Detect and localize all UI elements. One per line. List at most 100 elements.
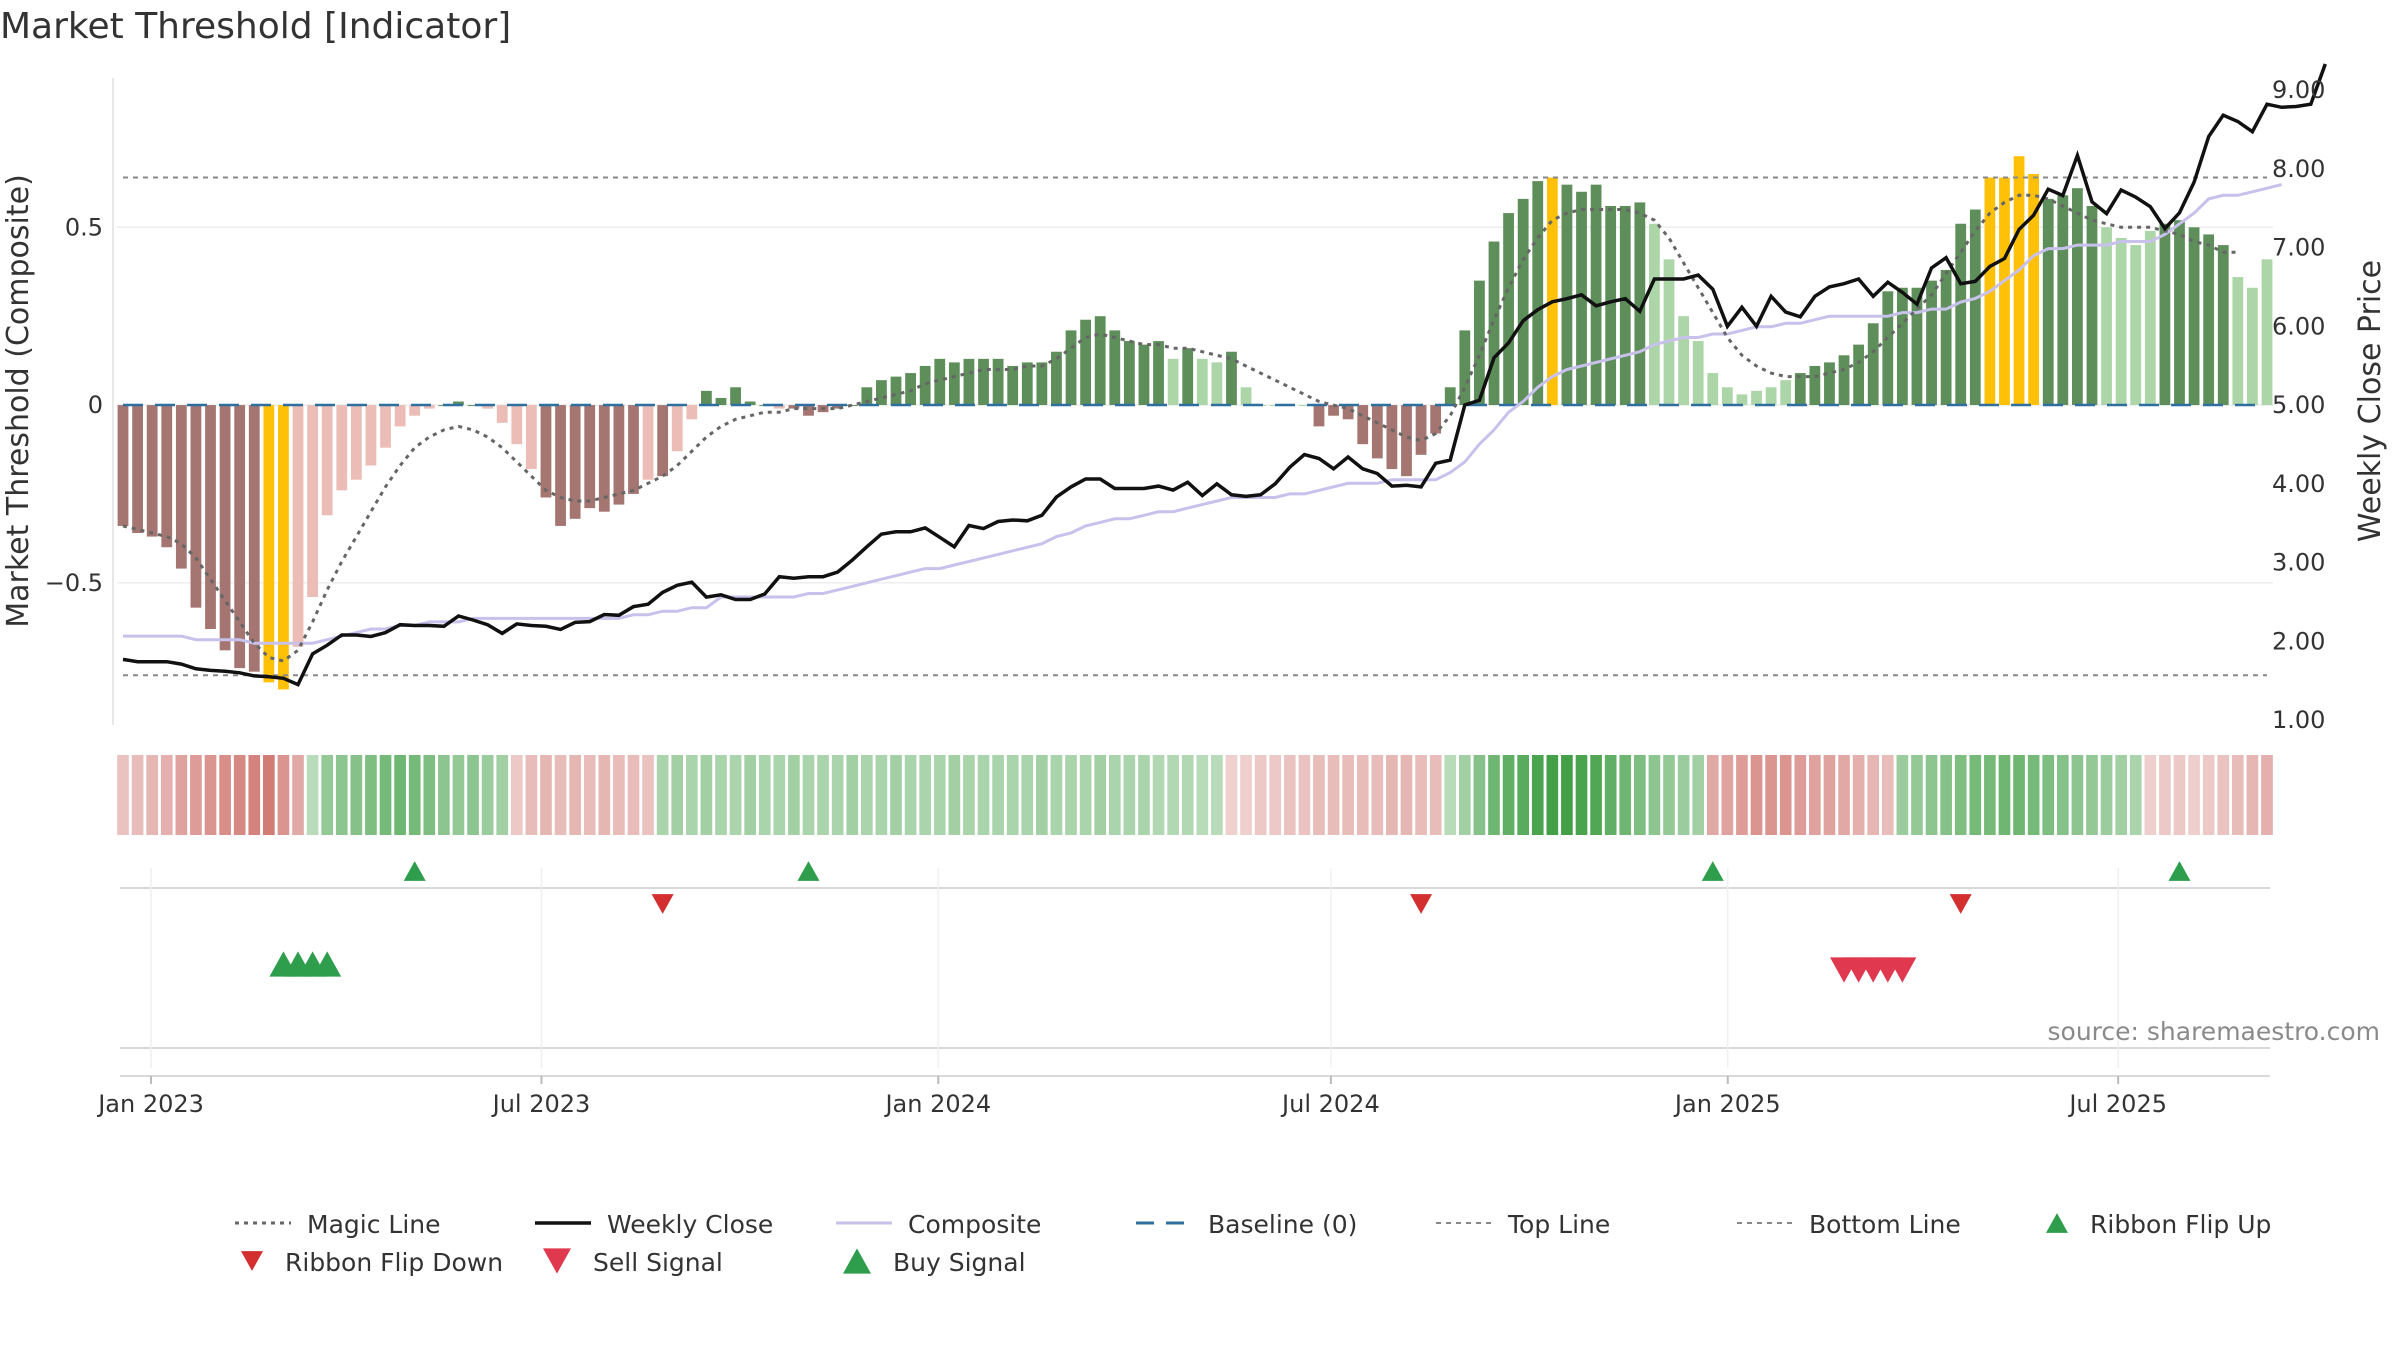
ribbon-cell [1794, 755, 1807, 835]
composite-bar [1561, 184, 1573, 406]
ribbon-cell [1488, 755, 1500, 835]
ribbon-cell [2231, 755, 2244, 835]
composite-bar [1955, 223, 1967, 406]
composite-bar [2261, 259, 2273, 406]
composite-bar [584, 405, 596, 509]
ribbon-cell [554, 755, 567, 835]
composite-bar [2159, 223, 2171, 406]
ribbon-cell [263, 755, 275, 835]
signal-panel [120, 861, 2270, 1077]
ribbon-cell [1181, 755, 1194, 835]
ribbon-cell [1298, 755, 1311, 835]
ribbon-cell [1152, 755, 1165, 835]
ribbon-cell [175, 755, 188, 835]
composite-bar [453, 401, 464, 406]
composite-bar [190, 405, 202, 608]
ribbon-cell [1823, 755, 1836, 835]
composite-bars [117, 156, 2273, 690]
composite-bar [803, 405, 814, 416]
ribbon-cell [423, 755, 436, 835]
composite-bar [628, 405, 639, 494]
sell-signal-marker [1888, 957, 1917, 983]
ribbon-cell [802, 755, 815, 835]
ribbon-cell [1283, 755, 1296, 835]
x-tick-label: Jul 2025 [2067, 1090, 2167, 1118]
composite-bar [482, 405, 494, 409]
composite-bar [1809, 365, 1821, 406]
ribbon-cell [715, 755, 727, 835]
ribbon-cell [379, 755, 392, 835]
ribbon-cell [1254, 755, 1267, 835]
composite-bar [175, 405, 187, 569]
composite-bar [525, 405, 537, 470]
composite-bar [919, 365, 931, 406]
ribbon-flip-up-marker [1701, 861, 1724, 881]
ribbon-cell [510, 755, 523, 835]
ribbon-cell [1736, 755, 1748, 835]
ribbon-cell [1167, 755, 1179, 835]
x-tick-label: Jul 2023 [491, 1090, 591, 1118]
ribbon-cell [773, 755, 786, 835]
composite-bar [2042, 198, 2054, 406]
composite-bar [1663, 259, 1675, 406]
ribbon-cell [831, 755, 844, 835]
ribbon-cell [904, 755, 917, 835]
ribbon-cell [292, 755, 304, 835]
ribbon-cell [1969, 755, 1982, 835]
x-tick-label: Jan 2023 [96, 1090, 204, 1118]
ribbon-cell [1356, 755, 1369, 835]
ribbon-cell [1721, 755, 1734, 835]
ribbon-cell [2027, 755, 2040, 835]
composite-bar [1824, 362, 1835, 406]
composite-bar [467, 405, 479, 407]
ribbon-cell [2042, 755, 2055, 835]
composite-bar [1590, 184, 1602, 406]
ribbon-cell [525, 755, 538, 835]
composite-bar [1357, 405, 1369, 445]
composite-bar [773, 405, 785, 409]
ribbon-cell [2217, 755, 2230, 835]
legend-label-flipdown: Ribbon Flip Down [285, 1248, 503, 1277]
right-y-tick-label: 9.00 [2272, 76, 2325, 104]
composite-bar [890, 376, 902, 406]
composite-bar [496, 405, 508, 423]
composite-bar [715, 397, 727, 406]
x-tick-label: Jul 2024 [1280, 1090, 1380, 1118]
ribbon-cell [583, 755, 596, 835]
ribbon-cell [1269, 755, 1282, 835]
ribbon-cell [2144, 755, 2157, 835]
composite-bar [598, 405, 610, 512]
legend-swatch-flipdown [241, 1251, 263, 1271]
composite-bar [1153, 341, 1164, 406]
ribbon-cell [1473, 755, 1486, 835]
ribbon-cell [1429, 755, 1442, 835]
ribbon-cell [1444, 755, 1457, 835]
composite-bar [1196, 358, 1208, 406]
ribbon-cell [933, 755, 946, 835]
composite-bar [219, 405, 231, 651]
composite-bar [1298, 405, 1310, 407]
composite-bar [248, 405, 260, 672]
composite-bar [861, 387, 873, 406]
ribbon-cell [1225, 755, 1238, 835]
ribbon-cell [1765, 755, 1777, 835]
composite-line [123, 183, 2282, 645]
composite-bar [1838, 355, 1850, 406]
composite-bar [1634, 202, 1646, 406]
right-y-tick-label: 6.00 [2272, 312, 2325, 340]
composite-bar [2013, 156, 2025, 406]
composite-bar [613, 405, 625, 505]
right-y-tick-label: 3.00 [2272, 549, 2325, 577]
composite-bar [1430, 405, 1442, 434]
ribbon-cell [671, 755, 684, 835]
ribbon-cell [1094, 755, 1107, 835]
ribbon-cell [1458, 755, 1471, 835]
ribbon-cell [2173, 755, 2186, 835]
legend-label-flipup: Ribbon Flip Up [2090, 1210, 2271, 1239]
ribbon-cell [2100, 755, 2113, 835]
ribbon-cell [1138, 755, 1150, 835]
left-y-ticks: 0.5 0 −0.5 [45, 213, 103, 596]
ribbon-cell [1706, 755, 1719, 835]
composite-bar [1765, 387, 1777, 406]
ribbon-cell [1517, 755, 1529, 835]
